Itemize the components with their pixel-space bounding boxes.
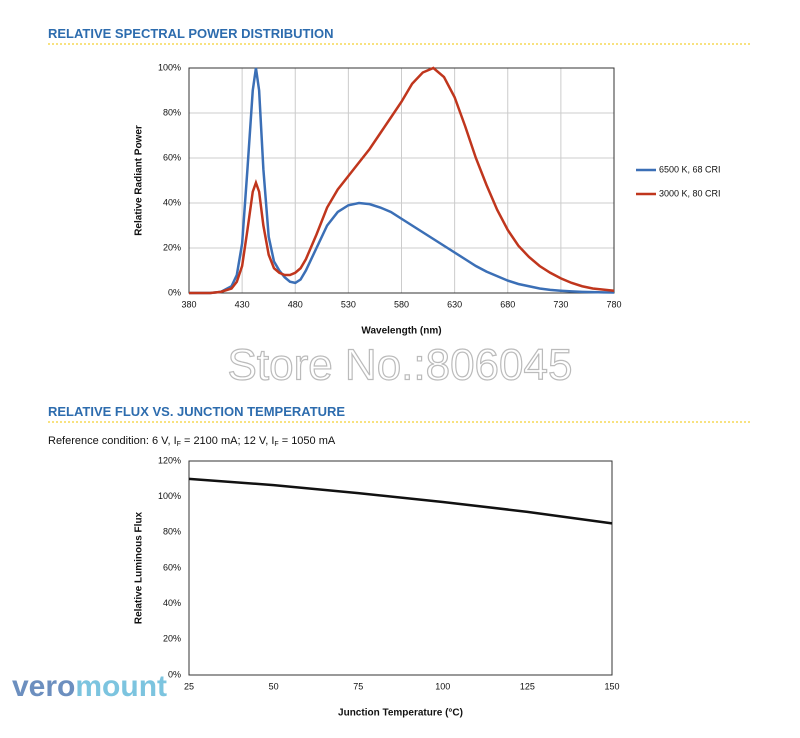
y-tick-label: 80% [163, 107, 181, 117]
x-axis-label: Junction Temperature (°C) [338, 708, 463, 719]
y-tick-label: 40% [163, 197, 181, 207]
data-line [189, 66, 615, 295]
y-tick-label: 60% [163, 152, 181, 162]
watermark: Store No.:806045 [228, 341, 573, 390]
y-tick-label: 120% [158, 455, 181, 465]
x-tick-label: 25 [184, 681, 194, 691]
y-tick-label: 0% [168, 669, 181, 679]
y-axis-label: Relative Radiant Power [134, 125, 145, 236]
y-tick-label: 40% [163, 598, 181, 608]
heading: RELATIVE FLUX VS. JUNCTION TEMPERATURE [48, 404, 345, 419]
x-axis-label: Wavelength (nm) [361, 326, 441, 337]
x-tick-label: 430 [235, 299, 250, 309]
subtitle-part: = 1050 mA [279, 435, 336, 447]
subscript: F [177, 441, 181, 448]
heading: RELATIVE SPECTRAL POWER DISTRIBUTION [48, 26, 334, 41]
x-tick-label: 780 [606, 299, 621, 309]
plot-frame [188, 460, 613, 676]
subtitle: Reference condition: 6 V, IF = 2100 mA; … [48, 435, 336, 448]
x-tick-label: 150 [604, 681, 619, 691]
legend-label: 3000 K, 80 CRI [659, 188, 721, 198]
x-tick-label: 730 [553, 299, 568, 309]
x-tick-label: 125 [520, 681, 535, 691]
x-tick-label: 530 [341, 299, 356, 309]
y-tick-label: 80% [163, 527, 181, 537]
x-tick-label: 680 [500, 299, 515, 309]
subtitle-part: Reference condition: 6 V, I [48, 435, 177, 447]
x-tick-label: 100 [435, 681, 450, 691]
x-tick-label: 480 [288, 299, 303, 309]
logo-part: mount [75, 670, 167, 703]
data-line [188, 477, 613, 525]
y-axis-label: Relative Luminous Flux [134, 511, 145, 624]
x-tick-label: 50 [269, 681, 279, 691]
logo: veromount [12, 670, 167, 703]
x-tick-label: 380 [181, 299, 196, 309]
y-tick-label: 20% [163, 634, 181, 644]
y-tick-label: 60% [163, 562, 181, 572]
legend-label: 6500 K, 68 CRI [659, 164, 721, 174]
x-tick-label: 75 [353, 681, 363, 691]
y-tick-label: 100% [158, 491, 181, 501]
data-line [189, 67, 615, 295]
subtitle-part: = 2100 mA; 12 V, I [181, 435, 274, 447]
subscript: F [274, 441, 278, 448]
x-tick-label: 630 [447, 299, 462, 309]
x-tick-label: 580 [394, 299, 409, 309]
y-tick-label: 100% [158, 62, 181, 72]
plot-frame [188, 67, 615, 294]
logo-part: vero [12, 670, 75, 703]
y-tick-label: 0% [168, 287, 181, 297]
y-tick-label: 20% [163, 242, 181, 252]
